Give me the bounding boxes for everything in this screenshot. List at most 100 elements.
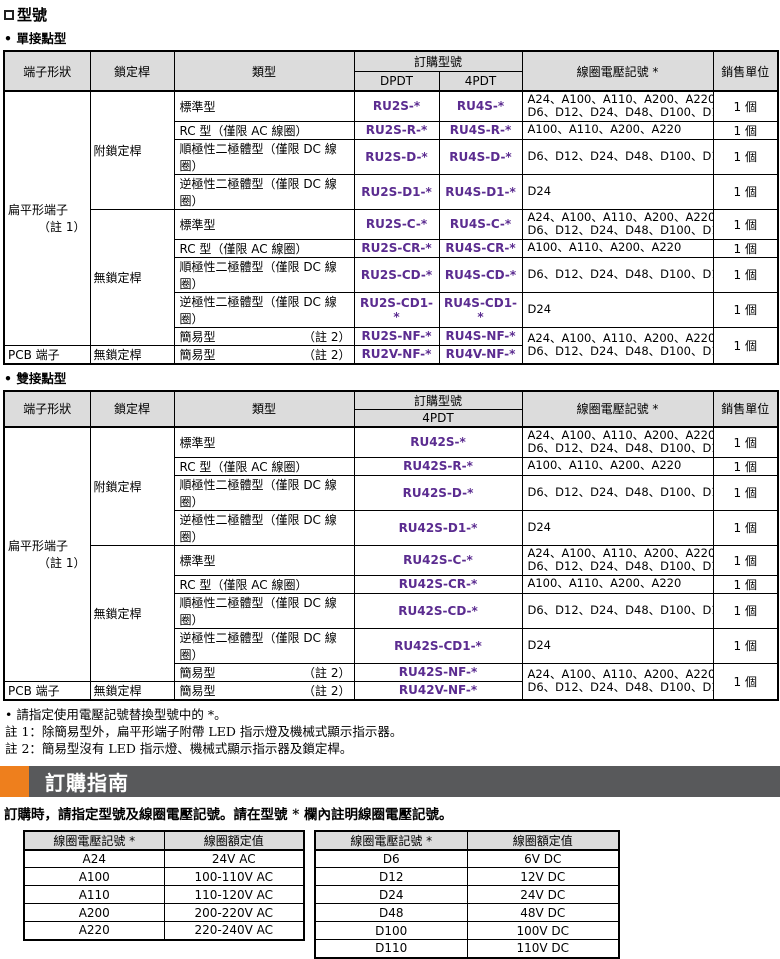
header-order-model: 訂購型號 <box>353 390 523 410</box>
header-terminal-shape: 端子形狀 <box>3 390 91 428</box>
type-note: （註 2） <box>303 665 351 680</box>
type-cell-content: 簡易型 （註 2） <box>180 682 351 699</box>
voltage-codes-line: D24 <box>527 637 552 652</box>
type-cell: 逆極性二極體型（僅限 DC 線圈） <box>173 173 355 210</box>
voltage-code-cell: D12 <box>314 867 468 886</box>
model-number-4pdt: RU4S-CD1-* <box>438 291 523 328</box>
type-cell: RC 型（僅限 AC 線圈） <box>173 120 355 140</box>
terminal-shape-label: 扁平形端子 <box>8 203 69 218</box>
sales-unit-cell: 1 個 <box>712 456 779 476</box>
table-row: 簡易型 （註 2） RU2S-NF-* RU4S-NF-* A24、A100、A110、… <box>4 326 779 364</box>
table-row: 順極性二極體型（僅限 DC 線圈） RU42S-CD-* D6、D12、D24、D4… <box>4 592 779 629</box>
header-voltage-code: 線圈電壓記號 * <box>23 830 165 850</box>
voltage-code-cell: D110 <box>314 939 468 958</box>
type-cell: 簡易型 （註 2） <box>173 326 355 346</box>
table-row: 簡易型 （註 2） RU42S-NF-* A24、A100、A110、A200、A22… <box>4 662 779 700</box>
type-cell: 逆極性二極體型（僅限 DC 線圈） <box>173 291 355 328</box>
coil-rating-cell: 220-240V AC <box>163 921 305 940</box>
model-number-4pdt: RU42S-* <box>353 426 523 458</box>
table-row: D48 48V DC <box>314 903 620 922</box>
type-label: 簡易型 <box>179 347 216 362</box>
type-cell-content: 簡易型 （註 2） <box>179 328 351 344</box>
type-cell: RC 型（僅限 AC 線圈） <box>173 238 355 258</box>
model-number-4pdt: RU42S-CR-* <box>353 574 523 594</box>
type-cell-content: 簡易型 （註 2） <box>180 664 351 680</box>
voltage-codes-line: D6、D12、D24、D48、D100、D110 <box>527 441 713 456</box>
model-number-4pdt: RU4V-NF-* <box>438 344 523 364</box>
header-coil-rating: 線圈額定值 <box>163 830 305 850</box>
voltage-codes-line: A100、A110、A200、A220 <box>527 458 682 473</box>
model-number-4pdt: RU42S-R-* <box>353 456 523 476</box>
sales-unit-cell: 1 個 <box>712 592 779 629</box>
coil-voltage-cell: D6、D12、D24、D48、D100、D110 <box>521 138 714 175</box>
coil-voltage-cell: D6、D12、D24、D48、D100、D110 <box>521 256 714 293</box>
voltage-code-cell: A110 <box>23 885 165 904</box>
voltage-codes-line: D6、D12、D24、D48、D100、D110 <box>527 148 714 163</box>
lock-lever-cell: 無鎖定桿 <box>89 208 175 346</box>
model-number-dpdt: RU2S-NF-* <box>353 326 440 346</box>
voltage-codes-line: D24 <box>527 301 552 316</box>
table-row: 順極性二極體型（僅限 DC 線圈） RU42S-D-* D6、D12、D24、D48… <box>4 474 779 511</box>
model-number-dpdt: RU2S-CD-* <box>353 256 440 293</box>
coil-rating-cell: 110-120V AC <box>163 885 305 904</box>
type-cell: 標準型 <box>173 544 355 576</box>
order-guide-header-bar: 訂購指南 <box>0 765 780 797</box>
type-cell: 逆極性二極體型（僅限 DC 線圈） <box>173 627 355 664</box>
coil-rating-cell: 48V DC <box>466 903 620 922</box>
header-type: 類型 <box>173 50 355 92</box>
double-contact-table-head: 端子形狀 鎖定桿 類型 訂購型號 線圈電壓記號 * 銷售單位 4PDT <box>3 390 779 428</box>
model-number-dpdt: RU2S-CR-* <box>353 238 440 258</box>
coil-voltage-cell: A24、A100、A110、A200、A220 D6、D12、D24、D48、D1… <box>521 426 714 458</box>
order-guide-intro: 訂購時，請指定型號及線圈電壓記號。請在型號 * 欄內註明線圈電壓記號。 <box>4 806 453 823</box>
square-bullet-icon <box>4 9 14 20</box>
model-number-4pdt: RU42S-NF-* <box>353 662 523 682</box>
type-cell: 順極性二極體型（僅限 DC 線圈） <box>173 256 355 293</box>
coil-voltage-cell: A24、A100、A110、A200、A220 D6、D12、D24、D48、D1… <box>521 208 714 240</box>
coil-voltage-cell: A100、A110、A200、A220 <box>521 238 714 258</box>
table-row: 逆極性二極體型（僅限 DC 線圈） RU42S-CD1-* D24 1 個 <box>4 627 779 664</box>
model-number-4pdt: RU42S-CD-* <box>353 592 523 629</box>
header-coil-voltage: 線圈電壓記號 * <box>521 390 714 428</box>
header-sales-unit: 銷售單位 <box>712 390 779 428</box>
type-cell: 標準型 <box>173 90 355 122</box>
footnote-1: 註 1：除簡易型外，扁平形端子附帶 LED 指示燈及機械式顯示指示器。 <box>5 723 403 739</box>
sales-unit-cell: 1 個 <box>712 474 779 511</box>
model-number-4pdt: RU42S-D1-* <box>353 509 523 546</box>
coil-voltage-cell: D24 <box>521 291 714 328</box>
coil-rating-cell: 6V DC <box>466 849 620 868</box>
header-terminal-shape: 端子形狀 <box>3 50 91 92</box>
sales-unit-cell: 1 個 <box>712 326 779 364</box>
sales-unit-cell: 1 個 <box>712 574 779 594</box>
table-header-row: 端子形狀 鎖定桿 類型 訂購型號 線圈電壓記號 * 銷售單位 <box>3 50 779 92</box>
voltage-codes-line: A24、A100、A110、A200、A220 <box>527 209 714 224</box>
single-contact-section-label: • 單接點型 <box>4 31 67 46</box>
page-title: 型號 <box>4 4 777 25</box>
type-cell: 逆極性二極體型（僅限 DC 線圈） <box>173 509 355 546</box>
terminal-shape-label: PCB 端子 <box>8 683 60 698</box>
voltage-codes-line: D6、D12、D24、D48、D100、D110 <box>527 602 713 617</box>
header-lock-lever: 鎖定桿 <box>89 390 175 428</box>
table-row: A24 24V AC <box>23 849 305 868</box>
header-voltage-code: 線圈電壓記號 * <box>314 830 468 850</box>
model-number-dpdt: RU2S-* <box>353 90 440 122</box>
voltage-code-cell: D24 <box>314 885 468 904</box>
sales-unit-cell: 1 個 <box>712 291 779 328</box>
model-number-4pdt: RU4S-CD-* <box>438 256 523 293</box>
header-sales-unit: 銷售單位 <box>712 50 779 92</box>
sales-unit-cell: 1 個 <box>712 544 779 576</box>
model-number-4pdt: RU4S-NF-* <box>438 326 523 346</box>
model-number-dpdt: RU2S-CD1-* <box>353 291 440 328</box>
terminal-note: （註 1） <box>38 220 86 235</box>
table-subheader-row: DPDT 4PDT <box>4 70 778 92</box>
table-row: 逆極性二極體型（僅限 DC 線圈） RU2S-CD1-* RU4S-CD1-* D24… <box>4 291 779 328</box>
model-number-4pdt: RU42S-C-* <box>353 544 523 576</box>
table-row: A100 100-110V AC <box>23 867 305 886</box>
header-coil-rating: 線圈額定值 <box>466 830 620 850</box>
coil-voltage-cell: D24 <box>521 173 714 210</box>
voltage-table-body: D6 6V DC D12 12V DC D24 24V DC D48 48V DC D100 10… <box>314 849 620 958</box>
table-header-row: 端子形狀 鎖定桿 類型 訂購型號 線圈電壓記號 * 銷售單位 <box>3 390 779 428</box>
coil-voltage-cell: A24、A100、A110、A200、A220 D6、D12、D24、D48、D1… <box>521 544 714 576</box>
coil-voltage-cell: A100、A110、A200、A220 <box>521 120 714 140</box>
type-label: 簡易型 <box>179 329 216 344</box>
table-row: D12 12V DC <box>314 867 620 886</box>
